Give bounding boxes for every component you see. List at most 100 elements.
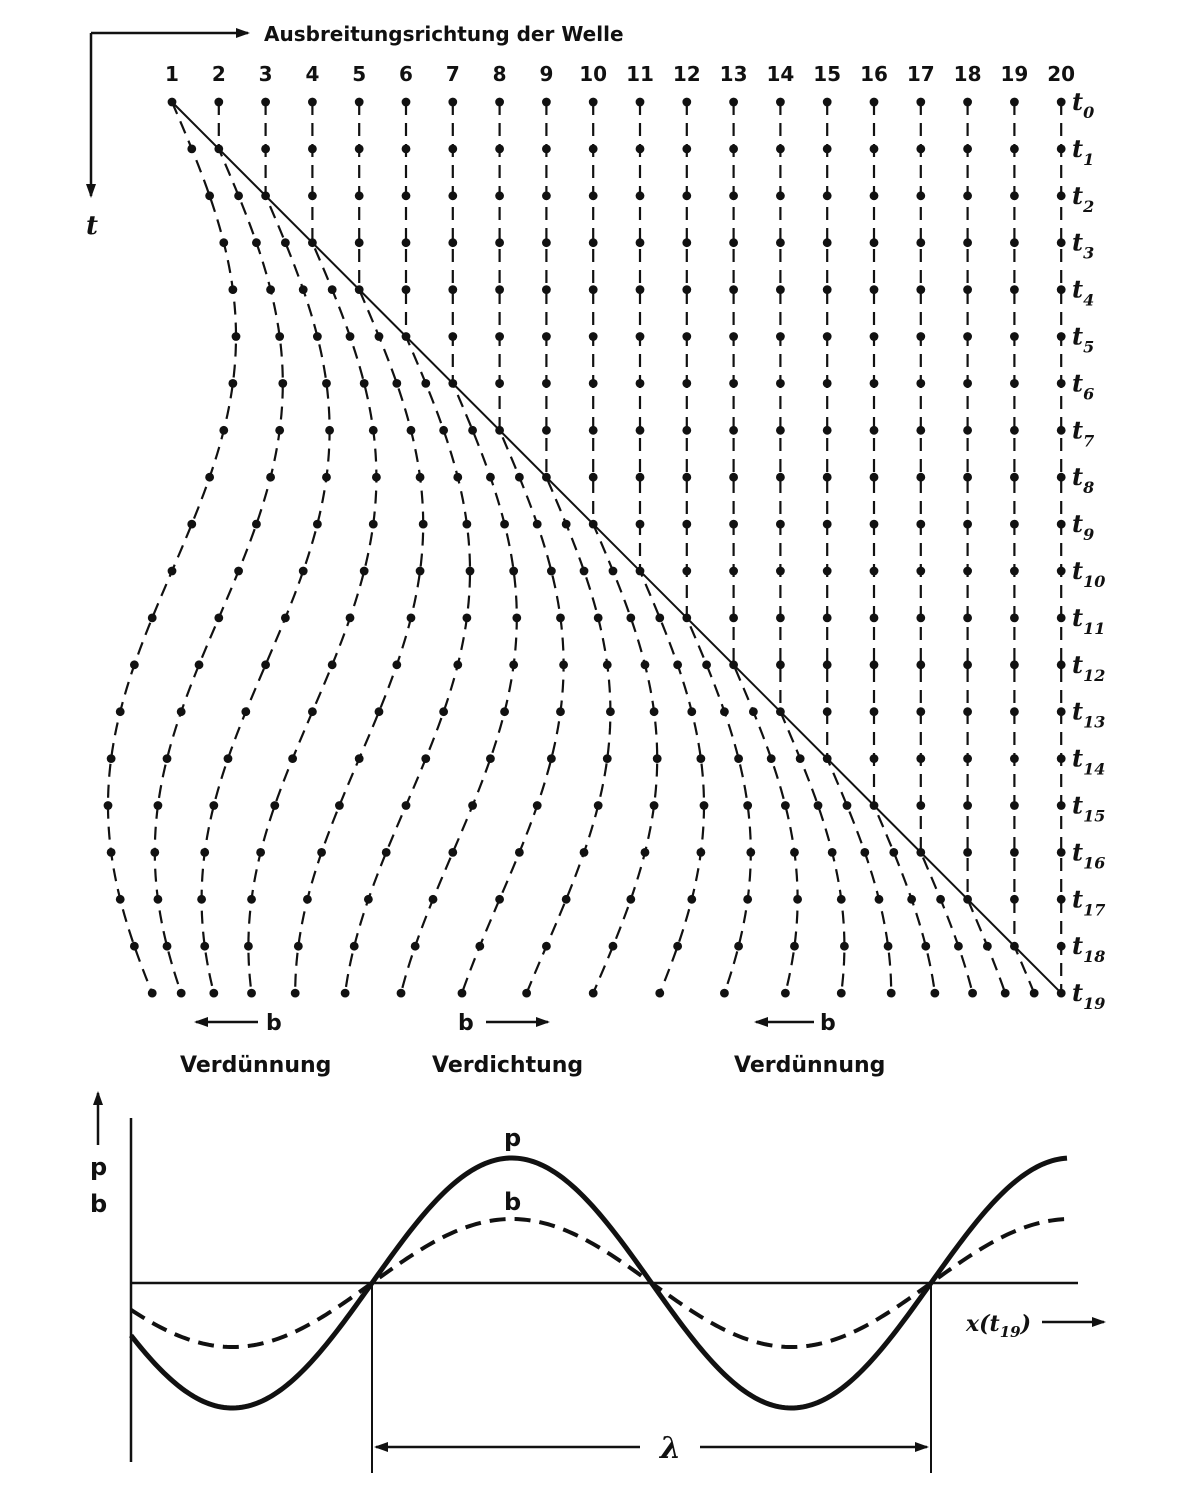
particle-dot [372,472,381,482]
particle-dot [776,144,785,154]
particle-dot [1056,379,1066,388]
time-step-label-12: t12 [1072,650,1105,685]
worldline-particle-8 [460,102,565,994]
particle-dot [401,144,411,154]
particle-number-5: 5 [352,62,366,86]
particle-dot [486,472,495,482]
particle-dot [1056,191,1066,201]
particle-dot [963,332,972,341]
particle-dot [542,332,551,341]
particle-dot [266,285,275,294]
particle-dot [602,754,612,763]
particle-dot [916,472,926,482]
particle-dot [655,988,665,998]
particle-dot [1000,988,1010,998]
particle-dot [869,707,879,717]
particle-dot [635,97,645,107]
particle-number-7: 7 [446,62,460,86]
particle-dot [278,379,288,388]
x-label-paren-close: ) [1020,1311,1031,1337]
particle-dot [214,144,224,154]
particle-dot [542,97,551,107]
particle-dot [822,707,832,717]
particle-number-17: 17 [907,62,935,86]
particle-dot [303,894,312,904]
particle-dot [916,660,926,670]
particle-dot [734,754,743,763]
particle-dot [1056,613,1066,623]
particle-dot [261,660,270,670]
time-step-base: t [1072,509,1083,538]
particle-dot [869,660,879,670]
particle-dot [729,238,738,248]
particle-dot [392,660,402,670]
particle-dot [457,988,467,998]
particle-dot [1056,97,1066,107]
particle-dot [187,144,197,154]
particle-dot [546,566,556,576]
particle-dot [1010,941,1019,951]
particle-dot [649,801,659,810]
particle-dot [682,285,692,294]
particle-dot [869,519,879,529]
particle-number-2: 2 [212,62,226,86]
particle-dot [682,566,692,576]
particle-dot [103,801,113,810]
particle-dot [652,754,662,763]
particle-dot [588,144,598,154]
worldline-particle-15 [826,102,893,994]
time-step-base: t [1072,368,1083,397]
particle-dot [1056,988,1066,998]
particle-dot [1056,472,1066,482]
particle-dot [743,801,753,810]
particle-dot [1056,144,1066,154]
time-step-label-1: t1 [1072,134,1094,169]
particle-dot [219,425,229,435]
particle-dot [702,660,711,670]
worldline-particle-5 [294,102,425,994]
particle-dot [921,941,931,951]
particle-dot [556,613,565,623]
particle-dot [720,707,729,717]
particle-dot [588,519,598,529]
particle-dot [635,472,645,482]
particle-dot [247,988,256,998]
particle-dot [354,285,364,294]
particle-number-14: 14 [766,62,794,86]
particle-dot [1010,894,1019,904]
particle-dot [729,472,738,482]
particle-dot [468,425,477,435]
particle-dot [869,472,879,482]
particle-dot [729,379,738,388]
particle-dot [396,988,406,998]
particle-dot [780,988,790,998]
particle-dot [916,379,926,388]
particle-dot [748,707,758,717]
particle-dot [916,754,926,763]
particle-dot [886,988,896,998]
time-step-subscript: 5 [1083,338,1094,357]
particle-dot [822,97,832,107]
particle-dot [542,191,551,201]
particle-dot [448,379,458,388]
wavefront-line [171,101,1062,994]
particle-dot [448,285,458,294]
particle-dot [197,894,207,904]
particle-dot [542,144,551,154]
particle-dot [228,379,238,388]
time-step-subscript: 18 [1083,947,1105,966]
particle-dot [822,519,832,529]
time-step-base: t [1072,837,1083,866]
particle-number-13: 13 [720,62,748,86]
particle-dot [228,285,238,294]
particle-dot [682,238,692,248]
particle-dot [869,566,879,576]
particle-dot [608,941,618,951]
particle-dot [200,848,210,857]
worldline-particle-19 [1013,102,1036,994]
zone-compression: b Verdichtung [432,1011,583,1078]
particle-dot [1010,191,1019,201]
particle-dot [209,988,219,998]
time-step-label-17: t17 [1072,884,1105,919]
